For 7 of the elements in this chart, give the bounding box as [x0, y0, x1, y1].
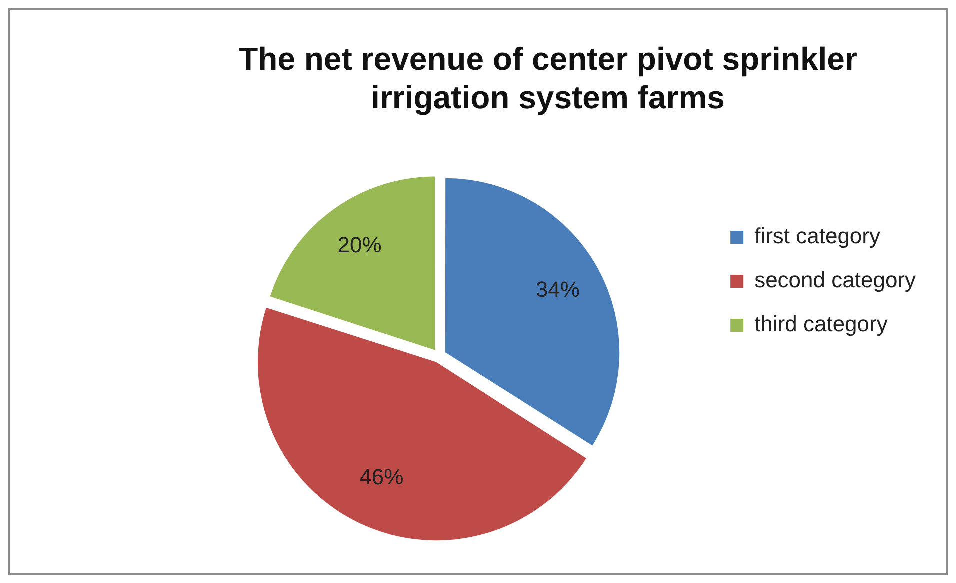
- data-label: 20%: [338, 232, 382, 258]
- chart-title: The net revenue of center pivot sprinkler irrigation system farms: [238, 41, 858, 116]
- legend-label: second category: [754, 268, 916, 293]
- legend-label: third category: [754, 312, 888, 337]
- legend-label: first category: [754, 224, 881, 249]
- data-label: 34%: [536, 276, 580, 302]
- data-label: 46%: [360, 464, 404, 490]
